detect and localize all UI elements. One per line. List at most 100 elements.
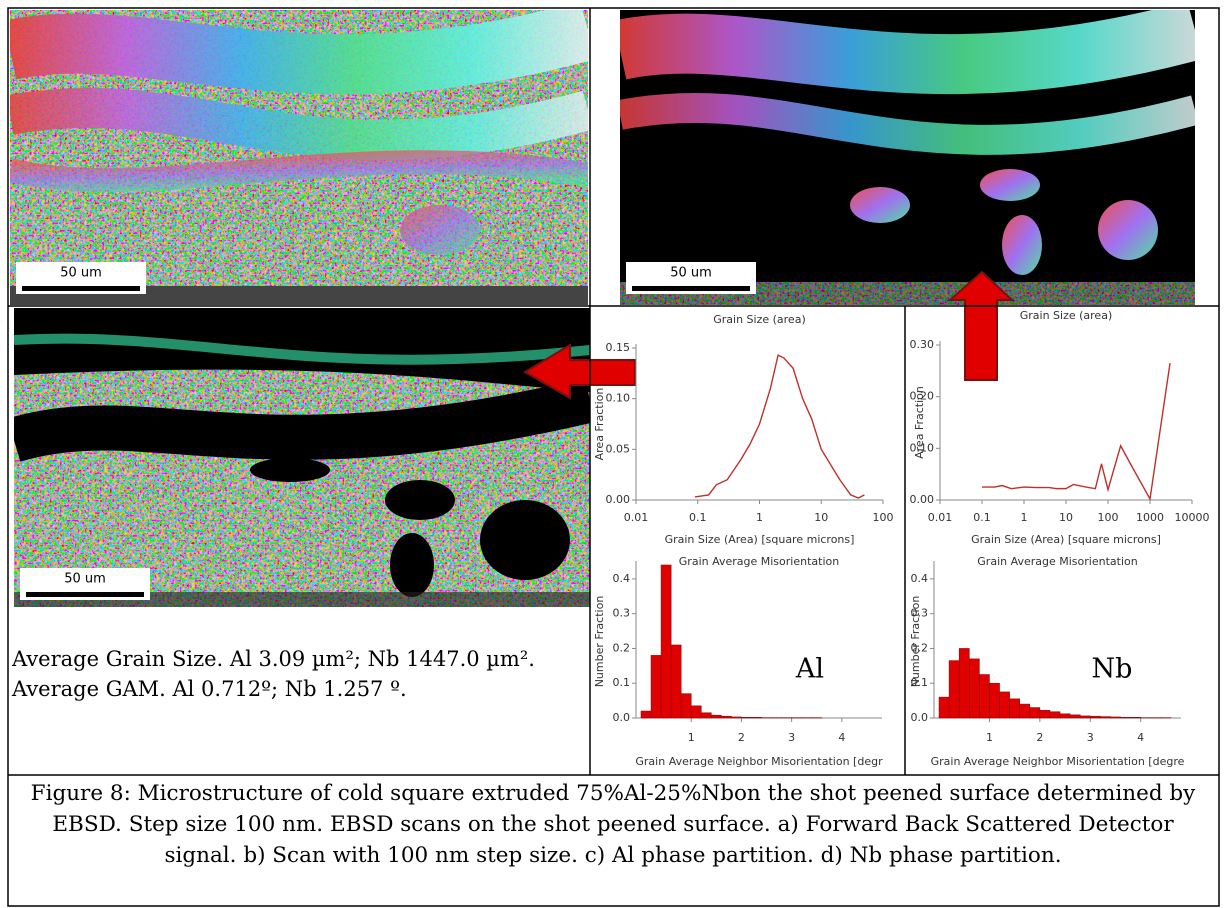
bar bbox=[1059, 713, 1071, 719]
x-tick-label: 10 bbox=[814, 511, 828, 524]
x-tick-label: 0.01 bbox=[928, 511, 953, 524]
x-tick-label: 4 bbox=[1137, 731, 1144, 744]
bar bbox=[650, 655, 662, 719]
y-tick-label: 0.05 bbox=[606, 442, 631, 455]
chart-title: Grain Size (area) bbox=[713, 313, 806, 326]
bar bbox=[741, 717, 752, 719]
x-tick-label: 0.1 bbox=[973, 511, 991, 524]
chart-title: Grain Average Misorientation bbox=[977, 555, 1137, 568]
chart-title: Grain Size (area) bbox=[1020, 309, 1113, 322]
x-tick-label: 1000 bbox=[1136, 511, 1164, 524]
x-tick-label: 0.01 bbox=[624, 511, 649, 524]
bar bbox=[1049, 711, 1061, 719]
y-tick-label: 0.15 bbox=[606, 341, 631, 354]
scale-bar-label: 50 um bbox=[64, 572, 106, 587]
bar bbox=[1120, 717, 1131, 719]
bar bbox=[948, 660, 960, 719]
x-axis-label: Grain Size (Area) [square microns] bbox=[665, 533, 855, 546]
bar bbox=[979, 674, 990, 719]
bar bbox=[1110, 716, 1121, 719]
y-tick-label: 0.10 bbox=[910, 441, 935, 454]
y-tick-label: 0.0 bbox=[911, 711, 929, 724]
summary-line: Average Grain Size. Al 3.09 µm²; Nb 1447… bbox=[12, 647, 535, 671]
data-line bbox=[982, 362, 1171, 502]
x-tick-label: 1 bbox=[986, 731, 993, 744]
x-tick-label: 100 bbox=[1098, 511, 1119, 524]
y-tick-label: 0.30 bbox=[910, 338, 935, 351]
y-tick-label: 0.20 bbox=[910, 390, 935, 403]
micrograph-b bbox=[620, 10, 1195, 305]
x-tick-label: 0.1 bbox=[689, 511, 707, 524]
x-axis-label: Grain Size (Area) [square microns] bbox=[971, 533, 1161, 546]
y-tick-label: 0.1 bbox=[911, 676, 929, 689]
bar bbox=[1100, 716, 1111, 719]
y-tick-label: 0.2 bbox=[911, 641, 929, 654]
scale-bar bbox=[16, 262, 146, 294]
x-tick-label: 1 bbox=[1021, 511, 1028, 524]
scale-bar-label: 50 um bbox=[670, 266, 712, 281]
bar bbox=[958, 648, 970, 719]
y-tick-label: 0.0 bbox=[613, 711, 631, 724]
x-tick-label: 1 bbox=[756, 511, 763, 524]
x-tick-label: 2 bbox=[738, 731, 745, 744]
bar bbox=[999, 691, 1010, 719]
y-tick-label: 0.00 bbox=[606, 493, 631, 506]
summary-line: Average GAM. Al 0.712º; Nb 1.257 º. bbox=[12, 677, 407, 701]
micrograph-a bbox=[10, 10, 588, 305]
y-axis-label: Area Fraction bbox=[913, 386, 926, 459]
annotation: Al bbox=[795, 654, 824, 685]
bar bbox=[938, 696, 950, 719]
y-tick-label: 0.2 bbox=[613, 641, 631, 654]
bar bbox=[721, 715, 732, 719]
x-axis-label: Grain Average Neighbor Misorientation [d… bbox=[635, 755, 883, 768]
y-tick-label: 0.3 bbox=[911, 607, 929, 620]
y-axis-label: Area Fraction bbox=[593, 388, 606, 461]
bar bbox=[1130, 717, 1141, 719]
frame bbox=[7, 7, 1220, 907]
bar bbox=[989, 682, 1000, 719]
micrograph-c bbox=[14, 308, 590, 607]
x-axis-label: Grain Average Neighbor Misorientation [d… bbox=[931, 755, 1185, 768]
scale-bar bbox=[20, 568, 150, 600]
y-tick-label: 0.3 bbox=[613, 607, 631, 620]
y-axis-label: Number Fraction bbox=[593, 596, 606, 688]
scale-bar bbox=[626, 262, 756, 294]
bar bbox=[731, 716, 742, 719]
bar bbox=[1079, 715, 1091, 719]
bar bbox=[690, 705, 702, 719]
x-tick-label: 10 bbox=[1059, 511, 1073, 524]
scale-bar-label: 50 um bbox=[60, 266, 102, 281]
caption: Figure 8: Microstructure of cold square … bbox=[30, 781, 1196, 868]
bar bbox=[700, 712, 712, 719]
bar bbox=[1009, 698, 1020, 719]
x-tick-label: 100 bbox=[873, 511, 894, 524]
y-tick-label: 0.10 bbox=[606, 392, 631, 405]
data-line bbox=[694, 354, 865, 499]
bar bbox=[1069, 714, 1081, 719]
bar bbox=[1029, 707, 1041, 719]
y-tick-label: 0.4 bbox=[613, 572, 631, 585]
bar bbox=[670, 644, 682, 719]
bar bbox=[680, 693, 692, 719]
bar bbox=[1039, 710, 1051, 719]
summary: Average Grain Size. Al 3.09 µm²; Nb 1447… bbox=[12, 644, 586, 704]
x-tick-label: 2 bbox=[1036, 731, 1043, 744]
bar bbox=[660, 564, 672, 719]
bar bbox=[968, 658, 980, 719]
x-tick-label: 1 bbox=[688, 731, 695, 744]
x-tick-label: 3 bbox=[1087, 731, 1094, 744]
x-tick-label: 10000 bbox=[1175, 511, 1210, 524]
bar bbox=[640, 710, 652, 719]
y-tick-label: 0.00 bbox=[910, 493, 935, 506]
x-tick-label: 3 bbox=[788, 731, 795, 744]
x-tick-label: 4 bbox=[838, 731, 845, 744]
bar bbox=[711, 714, 722, 719]
y-axis-label: Number Fraction bbox=[909, 596, 922, 688]
bar bbox=[1089, 715, 1101, 719]
y-tick-label: 0.1 bbox=[613, 676, 631, 689]
arrow bbox=[947, 270, 1015, 381]
annotation: Nb bbox=[1092, 654, 1133, 685]
arrow bbox=[523, 343, 636, 400]
